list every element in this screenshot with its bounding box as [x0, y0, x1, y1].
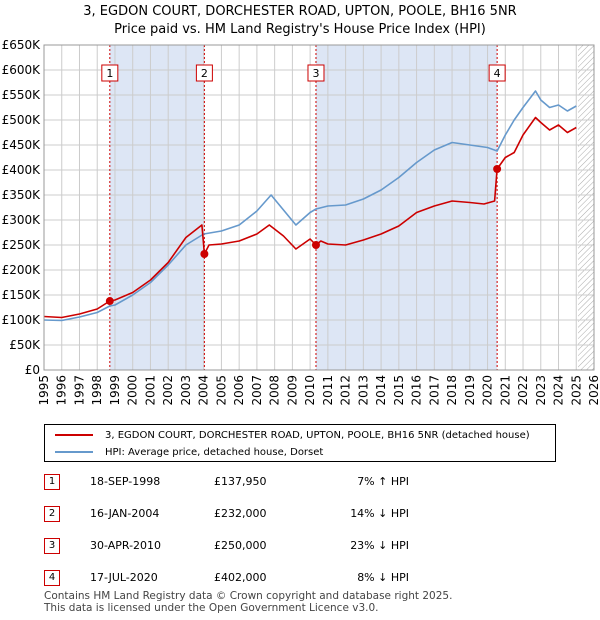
- plot-frame: [43, 44, 595, 371]
- x-tick-label: 1998: [90, 375, 104, 406]
- legend-label-hpi: HPI: Average price, detached house, Dors…: [105, 446, 324, 458]
- x-tick-label: 2026: [587, 375, 600, 406]
- x-tick-label: 1997: [72, 375, 86, 406]
- legend-item-hpi: HPI: Average price, detached house, Dors…: [55, 444, 323, 460]
- sale-marker-box: [488, 64, 506, 82]
- sale-hpi-comparison: 7% ↑ HPI: [357, 475, 409, 488]
- legend-swatch-hpi: [55, 451, 93, 453]
- sale-point: [311, 241, 320, 249]
- sale-hpi-comparison: 23% ↓ HPI: [350, 539, 409, 552]
- x-tick-label: 2020: [481, 375, 495, 406]
- table-row: 4 17-JUL-2020 £402,000 8% ↓ HPI: [44, 568, 564, 588]
- sale-date: 17-JUL-2020: [90, 571, 158, 584]
- copyright-footer: Contains HM Land Registry data © Crown c…: [44, 590, 452, 614]
- x-tick-label: 2019: [463, 375, 477, 406]
- chart-title: 3, EGDON COURT, DORCHESTER ROAD, UPTON, …: [0, 3, 600, 39]
- legend-label-property: 3, EGDON COURT, DORCHESTER ROAD, UPTON, …: [105, 429, 530, 441]
- x-tick-label: 2021: [498, 375, 512, 406]
- x-tick-label: 1995: [37, 375, 51, 406]
- sale-number-badge: 3: [44, 538, 60, 554]
- x-tick-label: 2023: [534, 375, 548, 406]
- y-tick-label: £600K: [2, 63, 42, 77]
- sale-hpi-comparison: 8% ↓ HPI: [357, 571, 409, 584]
- sale-point: [105, 297, 114, 306]
- y-tick-label: £650K: [2, 38, 42, 52]
- y-tick-label: £200K: [2, 263, 42, 277]
- footer-line1: Contains HM Land Registry data © Crown c…: [44, 590, 453, 602]
- x-tick-label: 2016: [410, 375, 424, 406]
- sale-price: £137,950: [214, 475, 267, 488]
- y-tick-label: £150K: [2, 288, 42, 302]
- y-tick-label: £0: [25, 363, 40, 377]
- price-chart: £0 £50K £100K £150K £200K £250K £300K £350K £400…: [2, 38, 600, 406]
- y-tick-label: £250K: [2, 238, 42, 252]
- sale-number-badge: 2: [44, 506, 60, 522]
- x-tick-label: 2018: [445, 375, 459, 406]
- sale-marker-label: 2: [201, 67, 208, 80]
- x-tick-label: 2005: [214, 375, 228, 406]
- x-tick-label: 2017: [427, 375, 441, 406]
- table-row: 1 18-SEP-1998 £137,950 7% ↑ HPI: [44, 472, 564, 492]
- hpi-line: [43, 90, 577, 322]
- sale-marker-label: 4: [494, 67, 501, 80]
- sale-number-badge: 1: [44, 474, 60, 490]
- y-tick-label: £350K: [2, 188, 42, 202]
- sale-point: [493, 165, 502, 173]
- chart-subtitle: Price paid vs. HM Land Registry's House …: [114, 22, 486, 37]
- y-tick-label: £550K: [2, 88, 42, 102]
- x-tick-label: 2008: [268, 375, 282, 406]
- x-tick-label: 2004: [197, 375, 211, 406]
- x-tick-label: 1999: [108, 375, 122, 406]
- sale-hpi-comparison: 14% ↓ HPI: [350, 507, 409, 520]
- property-price-line: [43, 116, 577, 319]
- y-tick-label: £500K: [2, 113, 42, 127]
- legend-item-property: 3, EGDON COURT, DORCHESTER ROAD, UPTON, …: [55, 427, 530, 443]
- x-tick-label: 2015: [392, 375, 406, 406]
- sale-marker-box: [307, 64, 325, 82]
- y-tick-label: £400K: [2, 163, 42, 177]
- sale-point: [200, 250, 209, 258]
- sale-marker-box: [195, 64, 213, 82]
- x-tick-label: 1996: [55, 375, 69, 406]
- footer-line2: This data is licensed under the Open Gov…: [44, 602, 379, 614]
- x-tick-label: 2001: [143, 375, 157, 406]
- x-tick-label: 2007: [250, 375, 264, 406]
- x-tick-label: 2022: [516, 375, 530, 406]
- x-tick-label: 2025: [569, 375, 583, 406]
- shaded-period: [315, 45, 498, 370]
- sale-marker-box: [101, 64, 119, 82]
- x-tick-label: 2010: [303, 375, 317, 406]
- table-row: 2 16-JAN-2004 £232,000 14% ↓ HPI: [44, 504, 564, 524]
- chart-title-line1: 3, EGDON COURT, DORCHESTER ROAD, UPTON, …: [83, 4, 517, 19]
- sale-marker-label: 1: [106, 67, 113, 80]
- legend-swatch-property: [55, 434, 93, 436]
- x-tick-label: 2006: [232, 375, 246, 406]
- table-row: 3 30-APR-2010 £250,000 23% ↓ HPI: [44, 536, 564, 556]
- x-tick-label: 2003: [179, 375, 193, 406]
- chart-legend: 3, EGDON COURT, DORCHESTER ROAD, UPTON, …: [44, 424, 556, 462]
- sale-date: 30-APR-2010: [90, 539, 162, 552]
- sale-price: £232,000: [214, 507, 267, 520]
- x-tick-label: 2012: [339, 375, 353, 406]
- x-tick-label: 2014: [374, 375, 388, 406]
- sale-price: £402,000: [214, 571, 267, 584]
- x-tick-label: 2013: [356, 375, 370, 406]
- y-tick-label: £300K: [2, 213, 42, 227]
- x-tick-label: 2000: [126, 375, 140, 406]
- sale-date: 16-JAN-2004: [90, 507, 160, 520]
- forecast-hatch: [578, 45, 594, 370]
- x-tick-label: 2002: [161, 375, 175, 406]
- sale-price: £250,000: [214, 539, 267, 552]
- sale-marker-label: 3: [312, 67, 319, 80]
- y-tick-label: £100K: [2, 313, 42, 327]
- y-tick-label: £50K: [9, 338, 41, 352]
- sale-number-badge: 4: [44, 570, 60, 586]
- y-tick-label: £450K: [2, 138, 42, 152]
- x-tick-label: 2011: [321, 375, 335, 406]
- x-tick-label: 2009: [285, 375, 299, 406]
- x-tick-label: 2024: [552, 375, 566, 406]
- sale-date: 18-SEP-1998: [90, 475, 161, 488]
- shaded-period: [109, 45, 205, 370]
